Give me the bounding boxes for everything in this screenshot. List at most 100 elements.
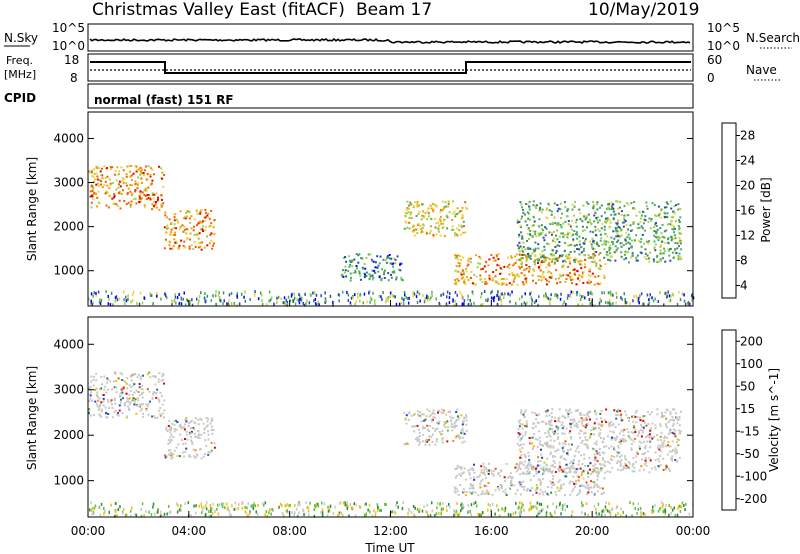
ground-scatter-cell — [431, 292, 433, 296]
echo-cell — [163, 409, 166, 412]
ground-scatter-cell — [470, 513, 472, 517]
echo-cell — [670, 457, 673, 460]
echo-cell — [556, 210, 559, 213]
echo-cell — [592, 447, 595, 450]
echo-cell — [519, 422, 522, 425]
echo-cell — [175, 242, 178, 245]
echo-cell — [574, 409, 577, 412]
echo-cell — [518, 466, 521, 469]
ground-scatter-cell — [236, 294, 238, 298]
ground-scatter-cell — [455, 509, 458, 513]
echo-cell — [121, 389, 124, 392]
echo-cell — [436, 438, 439, 441]
echo-cell — [571, 422, 574, 425]
ground-scatter-cell — [552, 502, 554, 506]
echo-cell — [570, 228, 573, 231]
echo-cell — [640, 435, 643, 438]
ground-scatter-cell — [602, 508, 605, 512]
echo-cell — [545, 209, 548, 211]
echo-cell — [549, 480, 552, 483]
ground-scatter-cell — [187, 501, 190, 505]
echo-cell — [127, 405, 129, 408]
ground-scatter-cell — [604, 505, 607, 509]
echo-cell — [590, 473, 593, 476]
ground-scatter-cell — [562, 505, 564, 508]
echo-cell — [590, 429, 593, 432]
echo-cell — [136, 182, 139, 185]
echo-cell — [440, 222, 443, 225]
echo-cell — [147, 413, 150, 416]
echo-cell — [121, 179, 124, 182]
echo-cell — [611, 208, 614, 210]
echo-cell — [596, 478, 599, 481]
echo-cell — [135, 170, 138, 173]
echo-cell — [604, 263, 607, 266]
ground-scatter-cell — [295, 507, 298, 511]
ground-scatter-cell — [418, 509, 420, 513]
echo-cell — [575, 231, 578, 234]
ground-scatter-cell — [598, 301, 601, 305]
x-tick-label: 00:00 — [676, 524, 711, 538]
echo-cell — [557, 257, 560, 260]
echo-cell — [491, 277, 494, 280]
ground-scatter-cell — [540, 503, 543, 506]
echo-cell — [558, 416, 561, 419]
echo-cell — [92, 198, 95, 201]
echo-cell — [149, 376, 152, 379]
echo-cell — [503, 476, 506, 479]
echo-cell — [446, 440, 449, 443]
echo-cell — [106, 191, 109, 194]
echo-cell — [647, 423, 650, 426]
echo-cell — [523, 253, 526, 256]
echo-cell — [159, 414, 162, 417]
echo-cell — [463, 440, 466, 443]
echo-cell — [469, 491, 472, 494]
ground-scatter-cell — [407, 301, 410, 305]
echo-cell — [165, 428, 168, 431]
echo-cell — [470, 277, 473, 279]
echo-cell — [399, 263, 401, 266]
echo-cell — [519, 473, 522, 476]
echo-cell — [663, 247, 666, 250]
echo-cell — [462, 231, 465, 234]
ground-scatter-cell — [523, 301, 525, 305]
echo-cell — [534, 259, 537, 262]
echo-cell — [564, 261, 567, 264]
echo-cell — [582, 204, 585, 207]
ground-scatter-cell — [605, 300, 607, 304]
echo-cell — [417, 413, 419, 416]
echo-cell — [443, 206, 446, 208]
ground-scatter-cell — [159, 514, 162, 518]
ground-scatter-cell — [520, 510, 522, 514]
date-label: 10/May/2019 — [588, 0, 700, 20]
echo-cell — [676, 418, 679, 421]
ground-scatter-cell — [385, 503, 387, 506]
echo-cell — [528, 268, 531, 271]
echo-cell — [462, 488, 465, 491]
echo-cell — [177, 221, 179, 224]
echo-cell — [459, 262, 462, 265]
echo-cell — [628, 247, 631, 250]
echo-cell — [92, 175, 95, 178]
echo-cell — [518, 433, 521, 436]
ground-scatter-cell — [320, 294, 322, 298]
echo-cell — [632, 432, 635, 434]
ground-scatter-cell — [446, 290, 449, 294]
echo-cell — [614, 259, 617, 262]
echo-cell — [591, 471, 594, 474]
echo-cell — [187, 425, 190, 428]
echo-cell — [393, 257, 396, 260]
echo-cell — [551, 464, 554, 467]
echo-cell — [108, 178, 111, 181]
echo-cell — [108, 407, 111, 410]
echo-cell — [161, 171, 164, 174]
ground-scatter-cell — [324, 301, 326, 304]
colorbar-tick-label: 200 — [740, 334, 763, 348]
nsearch-top-tick: 10^5 — [707, 21, 740, 35]
ground-scatter-cell — [261, 502, 264, 505]
echo-cell — [93, 180, 96, 183]
echo-cell — [580, 430, 583, 433]
ground-scatter-cell — [609, 511, 612, 515]
